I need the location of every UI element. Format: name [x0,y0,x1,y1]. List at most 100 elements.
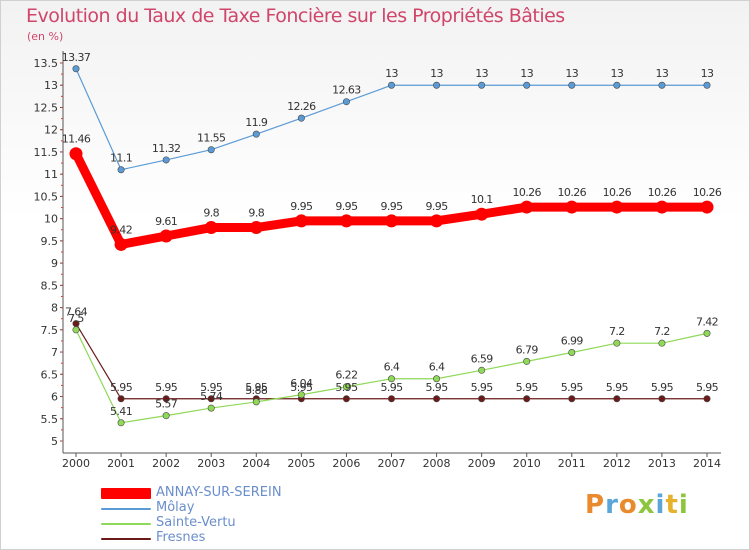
y-tick-label: 13.5 [34,57,59,70]
data-point [478,366,486,374]
data-point [610,200,624,214]
data-label: 6.04 [290,377,313,390]
y-tick-label: 12 [44,124,58,137]
data-point [207,404,215,412]
data-label: 7.64 [65,306,88,319]
data-label: 5.95 [110,381,133,394]
legend-swatch [101,508,151,510]
data-point [249,221,263,235]
data-label: 5.95 [696,381,719,394]
data-point [69,147,83,161]
data-label: 10.1 [471,193,493,206]
data-point [658,395,666,403]
data-label: 5.74 [200,390,223,403]
data-label: 7.2 [609,325,625,338]
x-tick-label: 2010 [513,457,541,470]
data-point [655,200,669,214]
y-tick-label: 8.5 [41,279,59,292]
data-label: 9.95 [290,200,313,213]
data-label: 9.42 [110,223,132,236]
legend-item-molay: Môlay [101,500,401,517]
y-tick-label: 8 [51,302,58,315]
brand-letter: r [605,490,619,520]
data-point [613,339,621,347]
data-label: 5.95 [290,381,313,394]
data-label: 6.99 [561,335,584,348]
y-tick-label: 12.5 [34,101,59,114]
data-label: 11.1 [110,152,132,165]
data-label: 5.95 [561,381,584,394]
x-tick-label: 2005 [287,457,315,470]
data-point [339,214,353,228]
data-label: 11.55 [197,132,226,145]
legend: ANNAY-SUR-SEREIN Môlay Sainte-Vertu Fres… [101,485,401,547]
x-tick-label: 2012 [603,457,631,470]
data-label: 5.95 [471,381,494,394]
x-tick-label: 2002 [152,457,180,470]
legend-swatch [101,538,151,540]
data-label: 5.95 [155,381,178,394]
data-label: 5.95 [335,381,358,394]
legend-swatch [101,523,151,525]
data-point [478,81,486,89]
data-label: 13.37 [62,51,91,64]
data-point [162,395,170,403]
data-label: 9.95 [335,200,358,213]
data-label: 6.22 [335,369,357,382]
x-tick-label: 2001 [107,457,135,470]
y-tick-label: 13 [44,79,58,92]
brand-letter: x [637,490,656,520]
data-point [568,81,576,89]
brand-letter: o [618,490,638,520]
brand-letter: i [678,490,689,520]
data-label: 7.2 [654,325,670,338]
y-tick-label: 9 [51,257,58,270]
data-label: 5.95 [200,381,223,394]
y-tick-label: 11.5 [34,146,59,159]
y-tick-label: 7.5 [41,324,59,337]
legend-item-annay: ANNAY-SUR-SEREIN [101,485,401,502]
data-point [703,395,711,403]
data-label: 13 [475,67,488,80]
data-point [117,395,125,403]
data-label: 5.95 [380,381,403,394]
y-tick-label: 6 [51,391,58,404]
data-point [523,395,531,403]
data-label: 5.95 [651,381,674,394]
y-tick-label: 10.5 [34,190,59,203]
data-label: 9.95 [426,200,449,213]
legend-label: Sainte-Vertu [156,515,236,530]
x-tick-label: 2000 [62,457,90,470]
data-point [342,395,350,403]
data-point [568,395,576,403]
y-tick-label: 11 [44,168,58,181]
data-point [703,329,711,337]
data-point [613,81,621,89]
data-point [433,375,441,383]
data-point [565,200,579,214]
data-label: 13 [701,67,714,80]
data-point [387,375,395,383]
y-axis-unit-label: (en %) [27,30,64,43]
brand-letter: i [655,490,666,520]
data-label: 7.42 [696,315,718,328]
data-label: 5.95 [606,381,629,394]
data-point [162,156,170,164]
data-point [478,395,486,403]
legend-label: Môlay [156,500,195,515]
data-label: 12.63 [332,84,361,97]
data-point [294,214,308,228]
legend-label: Fresnes [156,530,206,545]
y-tick-label: 9.5 [41,235,59,248]
legend-label: ANNAY-SUR-SEREIN [156,485,282,500]
brand-letter: t [665,490,679,520]
data-point [385,214,398,228]
data-label: 5.57 [155,398,178,411]
data-point [568,349,576,357]
data-label: 10.26 [512,186,541,199]
y-tick-label: 6.5 [41,368,59,381]
data-label: 13 [385,67,398,80]
data-point [703,81,711,89]
y-tick-label: 5.5 [41,413,59,426]
